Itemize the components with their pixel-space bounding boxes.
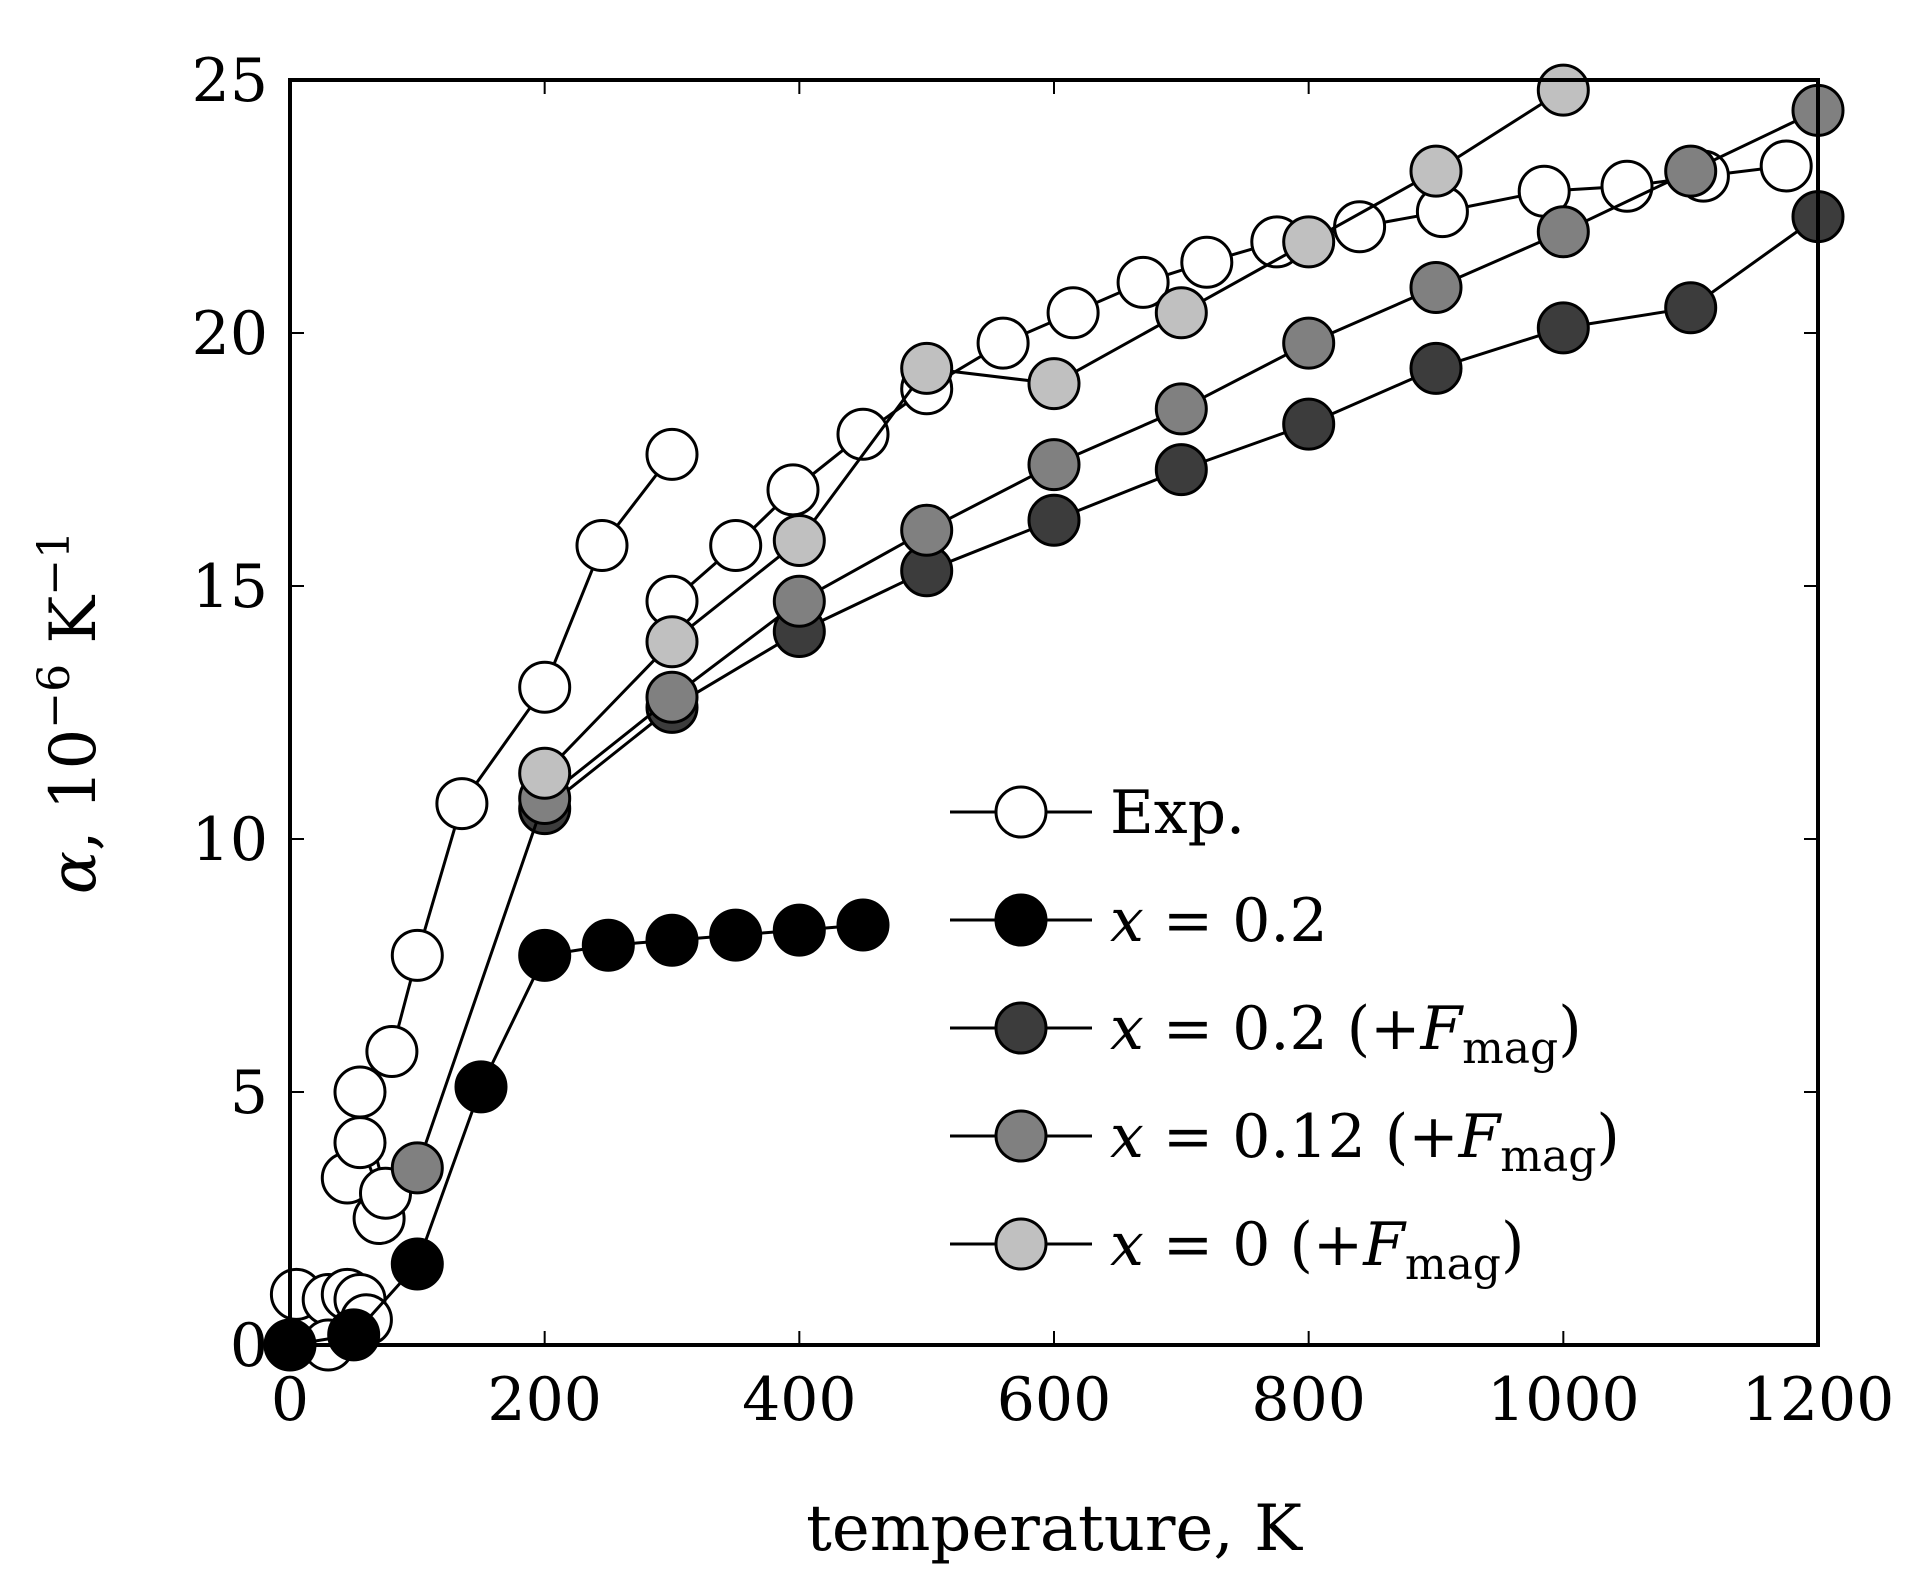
data-point xyxy=(518,928,572,982)
data-point xyxy=(1409,144,1463,198)
plot-frame xyxy=(288,78,1820,1347)
x-tick-label: 1000 xyxy=(1487,1365,1640,1435)
legend-label-x012-fmag: x = 0.12 (+Fmag) xyxy=(1110,1102,1620,1182)
legend-marker xyxy=(994,1001,1048,1055)
data-point xyxy=(1664,144,1718,198)
data-point xyxy=(645,913,699,967)
series-line xyxy=(543,88,1565,775)
data-point xyxy=(709,908,763,962)
data-point xyxy=(390,1237,444,1291)
y-tick-label: 15 xyxy=(192,552,268,622)
y-label-exp1: −6 xyxy=(29,664,80,729)
data-point xyxy=(390,928,444,982)
data-point xyxy=(575,519,629,572)
data-point xyxy=(766,463,820,517)
data-point xyxy=(518,746,572,800)
y-tick-label: 20 xyxy=(192,299,268,369)
x-tick-label: 400 xyxy=(742,1365,857,1435)
data-point xyxy=(1154,382,1208,436)
data-point xyxy=(1664,281,1718,335)
data-point xyxy=(900,503,954,557)
data-point xyxy=(581,918,635,972)
data-point xyxy=(1046,286,1100,340)
data-point xyxy=(333,1065,387,1119)
legend-entry-x012-fmag: x = 0.12 (+Fmag) xyxy=(950,1102,1620,1182)
y-label-sep: , 10 xyxy=(37,729,111,851)
data-point xyxy=(435,777,489,831)
data-point xyxy=(365,1025,419,1078)
data-point xyxy=(333,1116,387,1170)
y-tick-label: 0 xyxy=(230,1311,268,1381)
legend-marker xyxy=(994,893,1048,947)
data-point xyxy=(1536,205,1590,259)
legend-label-x02-fmag: x = 0.2 (+Fmag) xyxy=(1110,994,1582,1074)
x-tick-label: 200 xyxy=(487,1365,602,1435)
legend-label-exp: Exp. xyxy=(1110,778,1245,848)
data-point xyxy=(1116,255,1170,309)
data-point xyxy=(454,1060,508,1114)
series-layer xyxy=(263,63,1845,1372)
data-point xyxy=(1282,215,1336,269)
legend-entry-x02-fmag: x = 0.2 (+Fmag) xyxy=(950,994,1582,1074)
legend-marker xyxy=(994,1217,1048,1271)
y-tick-label: 10 xyxy=(192,805,268,875)
data-point xyxy=(327,1308,381,1362)
y-tick-label: 25 xyxy=(192,46,268,116)
data-point xyxy=(836,407,890,461)
data-point xyxy=(976,316,1030,370)
data-point xyxy=(1600,159,1654,213)
data-point xyxy=(1282,397,1336,451)
y-label-exp2: −1 xyxy=(29,531,80,596)
legend-marker xyxy=(994,1109,1048,1163)
y-label-symbol: α xyxy=(37,851,111,894)
data-point xyxy=(1027,438,1081,492)
x-tick-label: 600 xyxy=(997,1365,1112,1435)
series-line xyxy=(345,453,674,1219)
y-tick-label: 5 xyxy=(230,1058,268,1128)
legend-label-x02: x = 0.2 xyxy=(1110,886,1328,956)
data-point xyxy=(645,615,699,669)
legend-label-x0-fmag: x = 0 (+Fmag) xyxy=(1110,1210,1524,1290)
data-point xyxy=(1027,493,1081,547)
data-point xyxy=(1536,63,1590,117)
tick-labels: 0 200 400 600 800 1000 1200 0 5 10 15 20 25 xyxy=(192,46,1895,1435)
x-tick-label: 1200 xyxy=(1742,1365,1895,1435)
data-point xyxy=(900,341,954,395)
data-point xyxy=(645,427,699,481)
legend-entry-x0-fmag: x = 0 (+Fmag) xyxy=(950,1210,1524,1290)
data-point xyxy=(772,903,826,957)
legend-entry-exp: Exp. xyxy=(950,778,1245,848)
legend-marker xyxy=(994,785,1048,839)
x-tick-label: 0 xyxy=(271,1365,309,1435)
legend-entry-x02: x = 0.2 xyxy=(950,886,1328,956)
x-axis-label: temperature, K xyxy=(806,1492,1303,1566)
data-point xyxy=(709,519,763,572)
data-point xyxy=(1333,200,1387,254)
data-point xyxy=(1409,341,1463,395)
data-point xyxy=(1180,235,1234,289)
data-point xyxy=(1154,443,1208,497)
data-point xyxy=(1282,316,1336,370)
data-point xyxy=(1027,357,1081,411)
data-point xyxy=(1536,301,1590,355)
x-tick-label: 800 xyxy=(1251,1365,1366,1435)
data-point xyxy=(390,1141,444,1195)
data-point xyxy=(836,898,890,952)
series-x-0-fmag xyxy=(518,63,1590,800)
y-label-unit: K xyxy=(37,595,111,664)
data-point xyxy=(645,670,699,724)
data-point xyxy=(518,660,572,714)
series-line xyxy=(289,923,864,1347)
y-axis-label: α, 10−6 K−1 xyxy=(29,531,111,894)
data-point xyxy=(772,514,826,567)
legend: Exp. x = 0.2 x = 0.2 (+Fmag) x = 0.12 (+… xyxy=(950,778,1620,1290)
data-point xyxy=(1759,139,1813,193)
data-point xyxy=(772,574,826,628)
series-line xyxy=(671,164,1787,603)
data-point xyxy=(1409,261,1463,314)
data-point xyxy=(1154,286,1208,340)
